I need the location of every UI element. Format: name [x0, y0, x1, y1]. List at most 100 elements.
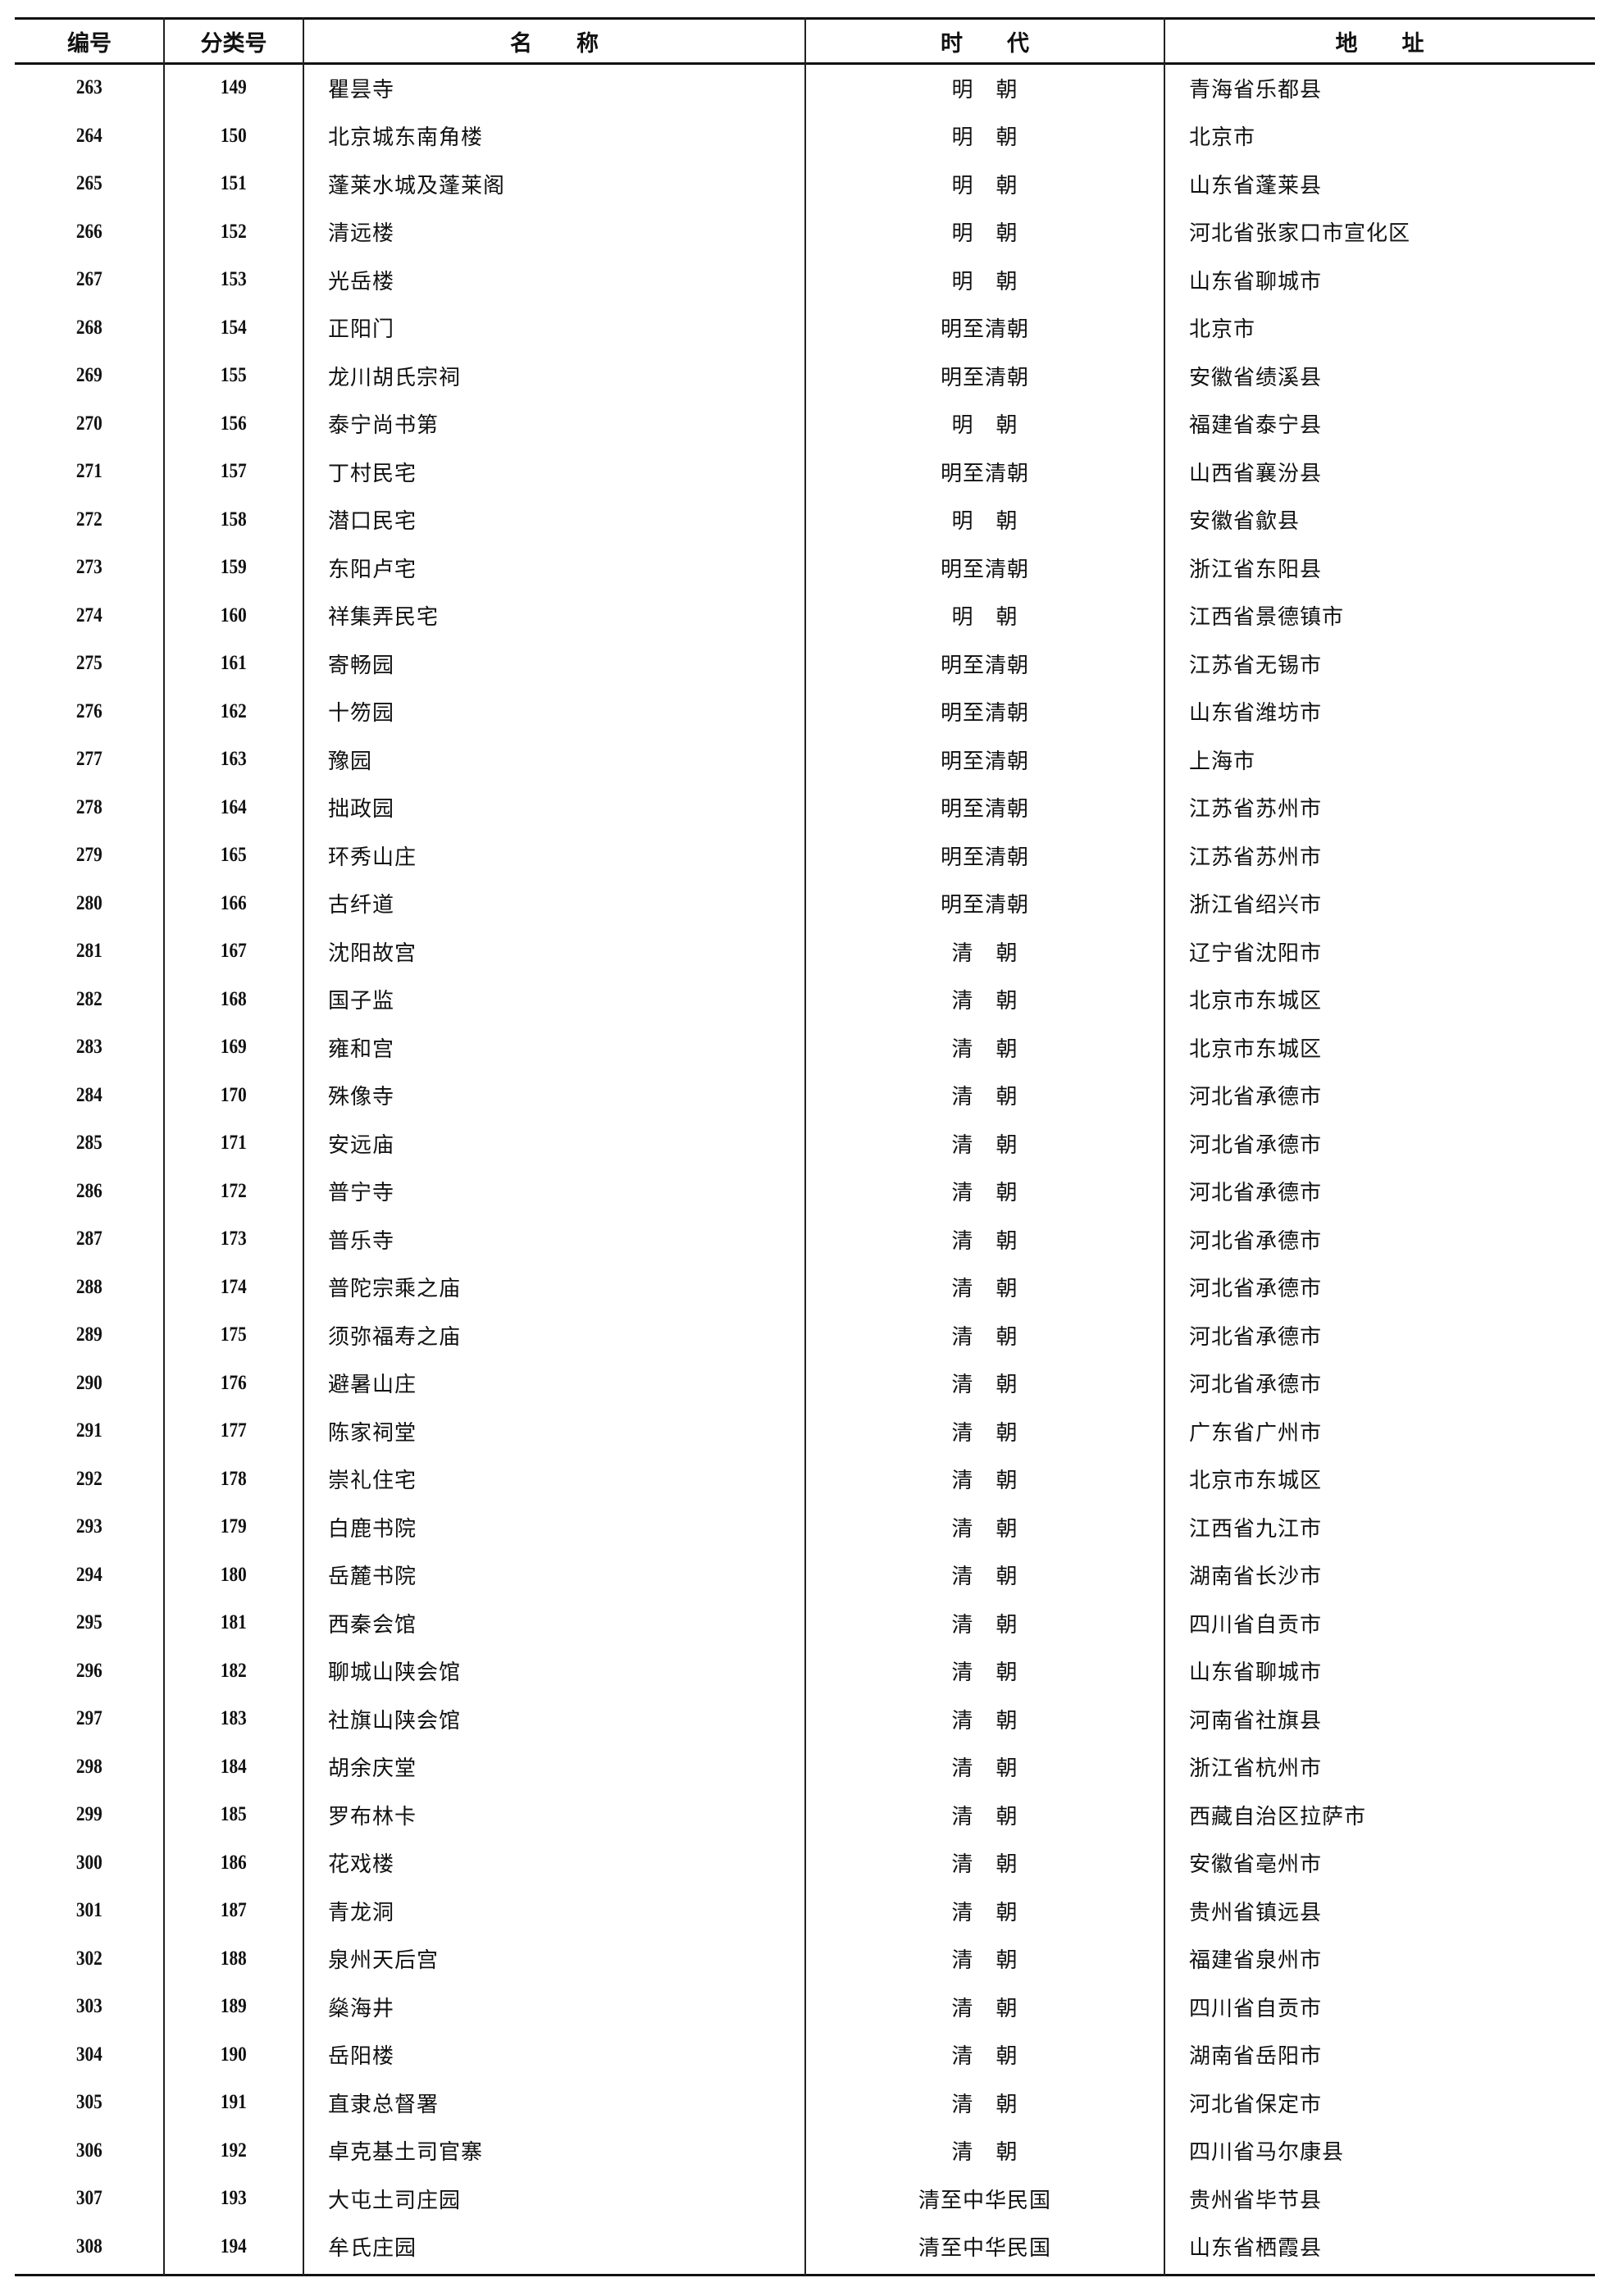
cell-id-container: 308 [15, 2223, 164, 2271]
table-row: 273 159 东阳卢宅 明至清朝 浙江省东阳县 [15, 544, 1595, 592]
cell-era: 清 朝 [951, 1420, 1018, 1446]
cell-name-container: 国子监 [303, 976, 805, 1024]
cell-era-container: 清至中华民国 [805, 2223, 1164, 2271]
cell-era: 清 朝 [951, 1708, 1018, 1733]
table-row: 276 162 十笏园 明至清朝 山东省潍坊市 [15, 688, 1595, 736]
cell-id-container: 284 [15, 1072, 164, 1120]
cell-name: 须弥福寿之庙 [328, 1324, 462, 1350]
cell-id: 307 [76, 2187, 103, 2210]
table-row: 277 163 豫园 明至清朝 上海市 [15, 736, 1595, 784]
cell-era: 清 朝 [951, 1900, 1018, 1925]
cell-name: 雍和宫 [328, 1036, 395, 1062]
cell-address: 山东省聊城市 [1189, 1660, 1323, 1686]
cell-name: 东阳卢宅 [328, 557, 417, 582]
cell-era: 明 朝 [951, 605, 1018, 631]
cell-name-container: 西秦会馆 [303, 1599, 805, 1647]
cell-address-container: 河南省社旗县 [1164, 1695, 1595, 1743]
cell-address-container: 福建省泉州市 [1164, 1935, 1595, 1984]
cell-name-container: 潜口民宅 [303, 496, 805, 544]
cell-name-container: 雍和宫 [303, 1023, 805, 1072]
cell-class-no: 154 [221, 316, 247, 339]
cell-id-container: 296 [15, 1647, 164, 1696]
cell-id-container: 305 [15, 2079, 164, 2127]
cell-address-container: 江苏省无锡市 [1164, 640, 1595, 688]
cell-era-container: 清 朝 [805, 1311, 1164, 1360]
table-row: 295 181 西秦会馆 清 朝 四川省自贡市 [15, 1599, 1595, 1647]
cell-name-container: 普乐寺 [303, 1215, 805, 1264]
cell-class-no: 150 [221, 124, 247, 147]
cell-address: 安徽省亳州市 [1189, 1852, 1323, 1878]
cell-name: 崇礼住宅 [328, 1469, 417, 1494]
cell-id-container: 292 [15, 1456, 164, 1504]
cell-name: 青龙洞 [328, 1900, 395, 1925]
cell-id-container: 289 [15, 1311, 164, 1360]
cell-era: 清 朝 [951, 1469, 1018, 1494]
cell-name-container: 须弥福寿之庙 [303, 1311, 805, 1360]
cell-class-no-container: 164 [164, 784, 303, 832]
cell-address-container: 辽宁省沈阳市 [1164, 927, 1595, 976]
header-id: 编号 [67, 30, 112, 57]
cell-name: 普宁寺 [328, 1181, 395, 1206]
cell-class-no-container: 190 [164, 2031, 303, 2080]
cell-era-container: 清 朝 [805, 1503, 1164, 1551]
cell-class-no-container: 183 [164, 1695, 303, 1743]
cell-name-container: 花戏楼 [303, 1839, 805, 1888]
cell-address-container: 四川省自贡市 [1164, 1599, 1595, 1647]
cell-address: 北京市东城区 [1189, 1036, 1323, 1062]
cell-class-no-container: 178 [164, 1456, 303, 1504]
cell-era: 明至清朝 [940, 893, 1029, 918]
cell-name: 环秀山庄 [328, 845, 417, 870]
cell-class-no-container: 191 [164, 2079, 303, 2127]
cell-id-container: 279 [15, 831, 164, 880]
cell-name-container: 正阳门 [303, 304, 805, 353]
cell-class-no: 189 [221, 1995, 247, 2018]
cell-id-container: 269 [15, 352, 164, 400]
table-row: 290 176 避暑山庄 清 朝 河北省承德市 [15, 1360, 1595, 1408]
cell-class-no: 187 [221, 1899, 247, 1922]
cell-name-container: 社旗山陕会馆 [303, 1695, 805, 1743]
cell-id: 275 [76, 652, 103, 675]
cell-name: 泰宁尚书第 [328, 413, 440, 439]
cell-address: 浙江省东阳县 [1189, 557, 1323, 582]
cell-address: 福建省泰宁县 [1189, 413, 1323, 439]
cell-era: 清 朝 [951, 1181, 1018, 1206]
cell-era-container: 清 朝 [805, 1695, 1164, 1743]
cell-name-container: 环秀山庄 [303, 831, 805, 880]
cell-id: 300 [76, 1851, 103, 1874]
cell-id: 284 [76, 1083, 103, 1106]
cell-era: 明至清朝 [940, 317, 1029, 343]
cell-address-container: 山西省襄汾县 [1164, 448, 1595, 496]
cell-address: 江西省九江市 [1189, 1516, 1323, 1542]
cell-address: 山东省聊城市 [1189, 269, 1323, 294]
cell-address: 河北省承德市 [1189, 1324, 1323, 1350]
cell-name-container: 安远庙 [303, 1119, 805, 1168]
cell-name-container: 燊海井 [303, 1983, 805, 2031]
cell-era-container: 明至清朝 [805, 544, 1164, 592]
cell-name: 燊海井 [328, 1996, 395, 2021]
cell-id: 308 [76, 2234, 103, 2257]
cell-name: 龙川胡氏宗祠 [328, 365, 462, 390]
cell-era-container: 清 朝 [805, 2031, 1164, 2080]
cell-name: 花戏楼 [328, 1852, 395, 1878]
cell-class-no-container: 192 [164, 2127, 303, 2175]
cell-era: 明至清朝 [940, 653, 1029, 678]
cell-address: 北京市东城区 [1189, 989, 1323, 1014]
cell-address-container: 河北省承德市 [1164, 1215, 1595, 1264]
cell-class-no: 157 [221, 460, 247, 483]
cell-address-container: 浙江省杭州市 [1164, 1743, 1595, 1792]
cell-name-container: 北京城东南角楼 [303, 112, 805, 161]
cell-id-container: 302 [15, 1935, 164, 1984]
cell-era: 清 朝 [951, 1948, 1018, 1974]
cell-id: 298 [76, 1755, 103, 1778]
cell-era-container: 清 朝 [805, 1935, 1164, 1984]
cell-class-no: 165 [221, 844, 247, 867]
cell-address: 江苏省无锡市 [1189, 653, 1323, 678]
cell-name: 寄畅园 [328, 653, 395, 678]
cell-era: 清至中华民国 [918, 2236, 1051, 2262]
table-row: 306 192 卓克基土司官寨 清 朝 四川省马尔康县 [15, 2127, 1595, 2175]
cell-class-no: 159 [221, 556, 247, 579]
cell-name-container: 古纤道 [303, 880, 805, 928]
table-header-row: 编号 分类号 名 称 时 代 地 址 [15, 19, 1595, 63]
cell-address: 山东省潍坊市 [1189, 701, 1323, 727]
cell-id: 285 [76, 1132, 103, 1155]
